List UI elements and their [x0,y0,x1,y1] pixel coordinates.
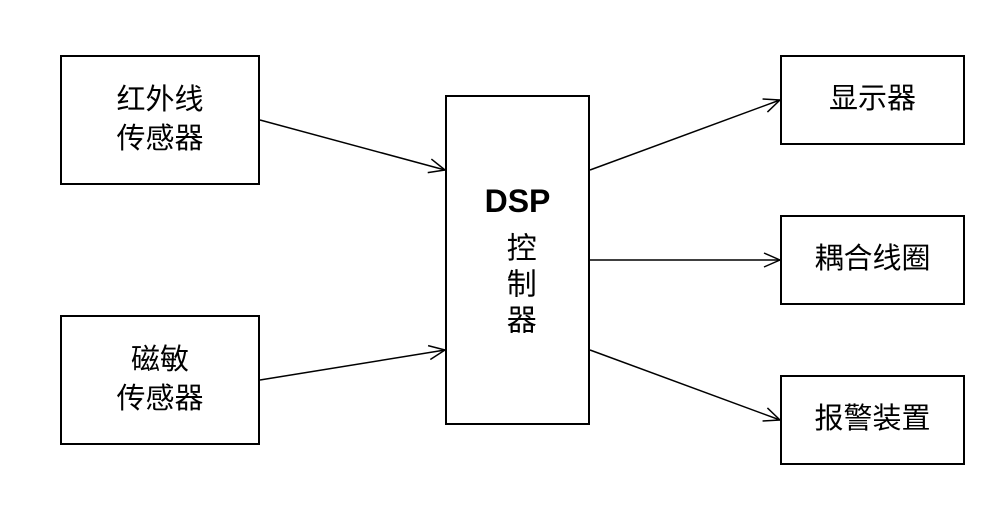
node-label: 报警装置 [814,400,930,439]
label-line2: 传感器 [116,123,203,155]
label-line1: 磁敏 [131,344,189,376]
node-label: 耦合线圈 [814,240,930,279]
label-controller: 控制器 [497,232,538,340]
node-alarm-device: 报警装置 [780,375,965,465]
node-label: 红外线 传感器 [116,81,203,159]
label-line1: 红外线 [116,84,203,116]
node-dsp-controller: DSP 控制器 [445,95,590,425]
node-magnetic-sensor: 磁敏 传感器 [60,315,260,445]
node-coupling-coil: 耦合线圈 [780,215,965,305]
label-dsp: DSP [485,180,551,223]
node-display: 显示器 [780,55,965,145]
node-infrared-sensor: 红外线 传感器 [60,55,260,185]
diagram-canvas: 红外线 传感器 磁敏 传感器 DSP 控制器 显示器 耦合线圈 报警装置 [0,0,1000,506]
node-label: DSP 控制器 [485,180,551,339]
node-label: 磁敏 传感器 [116,341,203,419]
label-line2: 传感器 [116,383,203,415]
node-label: 显示器 [829,80,916,119]
